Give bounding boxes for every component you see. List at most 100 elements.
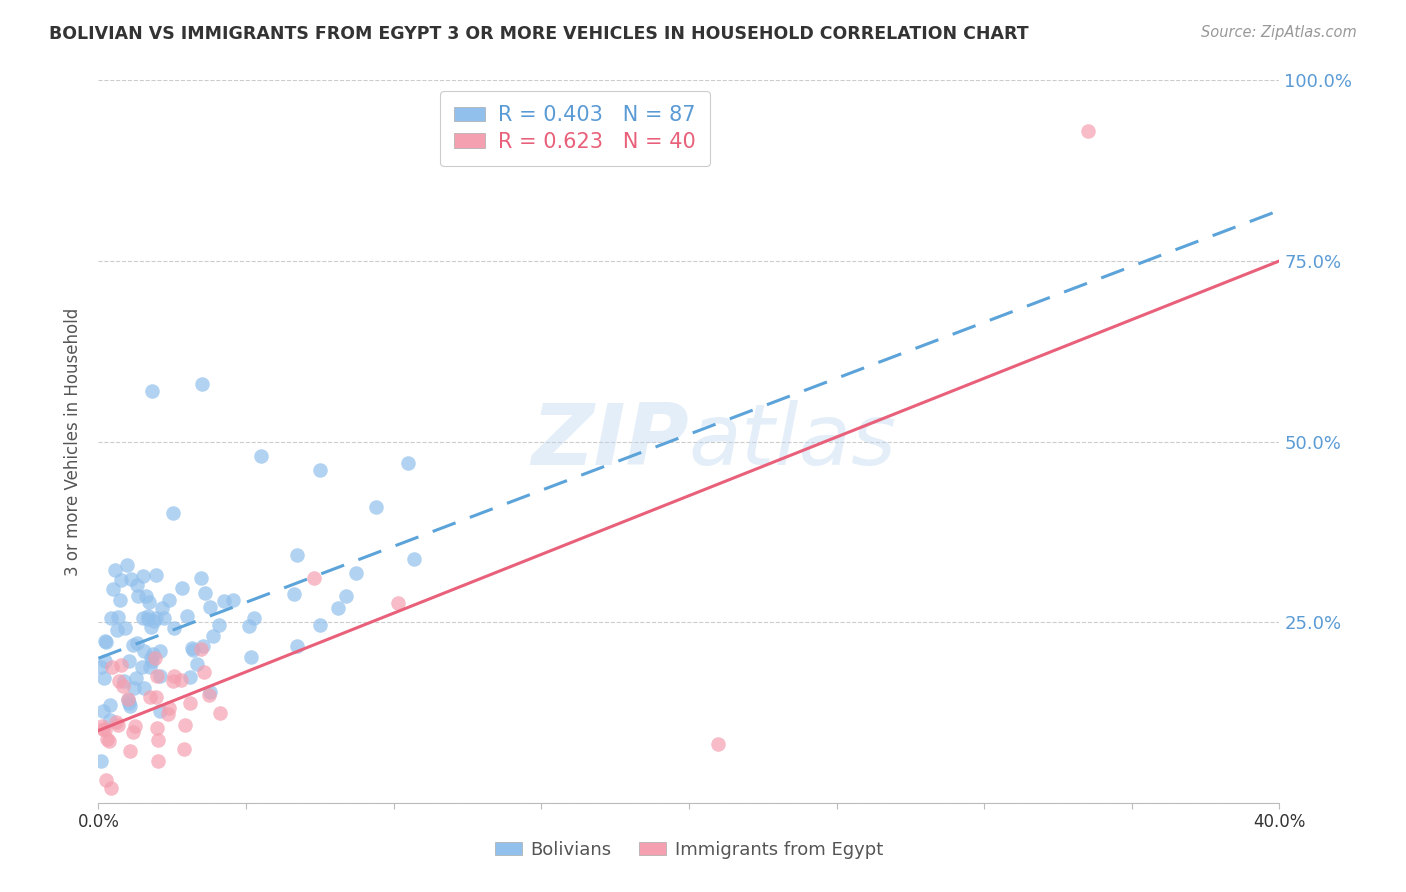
Point (115, 558, 138, 572)
Point (141, 384, 163, 398)
Point (239, 650, 262, 665)
Point (141, 651, 163, 665)
Point (162, 673, 184, 688)
Point (94, 772, 117, 787)
Point (146, 732, 169, 747)
Point (364, 500, 387, 515)
Point (118, 654, 141, 668)
Point (150, 600, 173, 615)
Point (125, 671, 148, 685)
Point (101, 660, 124, 674)
Point (156, 706, 179, 721)
Point (118, 696, 141, 710)
Point (93, 654, 115, 668)
Legend: Bolivians, Immigrants from Egypt: Bolivians, Immigrants from Egypt (488, 834, 890, 866)
Point (238, 619, 260, 633)
Point (124, 718, 146, 732)
Point (146, 669, 169, 683)
Point (283, 587, 305, 601)
Point (145, 721, 167, 735)
Point (145, 568, 167, 582)
Point (131, 659, 153, 673)
Point (122, 639, 145, 653)
Point (127, 589, 149, 603)
Point (112, 679, 135, 693)
Point (143, 651, 166, 665)
Point (707, 737, 730, 751)
Point (98, 698, 121, 712)
Point (328, 601, 350, 615)
Point (132, 611, 155, 625)
Point (124, 681, 146, 695)
Point (110, 573, 132, 587)
Point (208, 618, 231, 632)
Point (100, 781, 122, 796)
Point (344, 566, 367, 580)
Point (91, 704, 114, 718)
Point (122, 724, 145, 739)
Point (98, 734, 121, 748)
Point (112, 673, 135, 688)
Point (157, 592, 180, 607)
Point (104, 562, 127, 576)
Point (94, 633, 117, 648)
Point (191, 376, 214, 391)
Point (398, 456, 420, 470)
Point (108, 593, 131, 607)
Point (139, 620, 162, 634)
Text: BOLIVIAN VS IMMIGRANTS FROM EGYPT 3 OR MORE VEHICLES IN HOUSEHOLD CORRELATION CH: BOLIVIAN VS IMMIGRANTS FROM EGYPT 3 OR M… (49, 25, 1029, 43)
Point (163, 669, 186, 683)
Point (110, 657, 132, 672)
Point (208, 706, 231, 720)
Point (170, 581, 193, 595)
Point (136, 608, 159, 623)
Point (402, 551, 425, 566)
Point (186, 657, 208, 671)
Point (149, 669, 172, 683)
Point (179, 671, 201, 685)
Point (90, 754, 112, 768)
Point (170, 673, 193, 687)
Point (190, 641, 212, 656)
Point (141, 654, 163, 668)
Point (117, 691, 139, 706)
Point (138, 595, 160, 609)
Point (309, 463, 332, 477)
Point (193, 640, 215, 654)
Point (125, 635, 148, 649)
Point (1077, 124, 1099, 138)
Point (153, 611, 176, 625)
Point (250, 449, 273, 463)
Point (107, 609, 129, 624)
Point (146, 754, 169, 768)
Point (91, 719, 114, 733)
Point (132, 568, 155, 582)
Point (163, 621, 186, 635)
Point (243, 611, 266, 625)
Point (308, 618, 330, 632)
Point (98, 713, 121, 727)
Point (149, 704, 172, 718)
Point (190, 571, 212, 585)
Point (202, 629, 225, 643)
Point (139, 660, 162, 674)
Point (120, 572, 142, 586)
Point (94, 723, 117, 738)
Point (117, 693, 139, 707)
Point (193, 665, 215, 680)
Point (285, 549, 308, 563)
Point (162, 507, 184, 521)
Point (335, 590, 357, 604)
Point (387, 596, 409, 610)
Point (118, 744, 141, 758)
Point (135, 589, 157, 603)
Point (183, 643, 205, 657)
Point (125, 578, 148, 592)
Point (93, 671, 115, 685)
Point (157, 701, 180, 715)
Point (222, 593, 245, 607)
Point (90, 660, 112, 674)
Point (96, 635, 118, 649)
Point (285, 639, 308, 653)
Point (132, 681, 155, 695)
